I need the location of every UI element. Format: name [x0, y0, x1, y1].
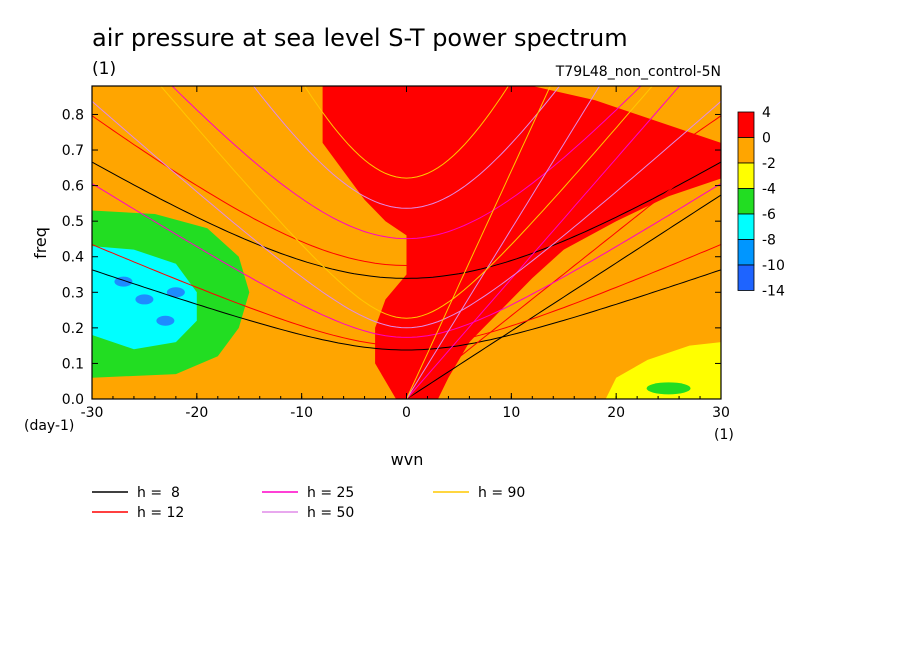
colorbar-swatch	[737, 213, 755, 240]
curve-h-8-n0	[92, 269, 721, 351]
colorbar-label: -10	[762, 258, 785, 274]
curve-h-25-kelvin	[406, 86, 681, 399]
colorbar-label: 0	[762, 131, 771, 147]
colorbar-label: -2	[762, 156, 776, 172]
region-blue-speckle	[166, 287, 185, 298]
y-tick-label: 0.5	[62, 214, 84, 230]
x-tick-label: -10	[290, 405, 313, 421]
colorbar-swatch	[737, 162, 755, 189]
chart-subtitle-right: T79L48_non_control-5N	[555, 64, 721, 80]
colorbar-swatch	[737, 264, 755, 291]
colorbar-label: 4	[762, 105, 771, 121]
chart-subtitle-left: (1)	[92, 59, 116, 79]
region-green-east-speckle	[646, 382, 691, 395]
x-tick-label: 0	[402, 405, 411, 421]
legend-label: h = 50	[307, 505, 354, 521]
colorbar-swatch	[737, 188, 755, 215]
y-tick-label: 0.6	[62, 179, 84, 195]
colorbar-label: -14	[762, 284, 785, 300]
colorbar-label: -6	[762, 207, 776, 223]
curve-h-90-n0	[160, 86, 653, 319]
colorbar-label: -4	[762, 182, 776, 198]
y-unit-label: (day-1)	[24, 418, 74, 434]
y-tick-label: 0.3	[62, 285, 84, 301]
y-tick-label: 0.1	[62, 356, 84, 372]
curve-h-50-kelvin	[406, 86, 601, 399]
plot-area	[92, 86, 721, 399]
curve-h-12-n0	[92, 244, 721, 347]
curve-h-25-n1	[171, 86, 642, 240]
chart-title: air pressure at sea level S-T power spec…	[92, 24, 628, 52]
legend-label: h = 90	[478, 485, 525, 501]
region-blue-speckle	[156, 315, 175, 326]
curve-h-12-kelvin	[406, 148, 721, 399]
colorbar-swatch	[737, 137, 755, 164]
legend-label: h = 12	[137, 505, 184, 521]
region-red-eastward-band	[322, 86, 721, 399]
y-tick-label: 0.4	[62, 250, 84, 266]
legend-label: h = 25	[307, 485, 354, 501]
colorbar-swatch	[737, 239, 755, 266]
region-yellow-east-low	[605, 342, 721, 399]
y-tick-label: 0.2	[62, 321, 84, 337]
curve-h-25-n0	[92, 183, 721, 338]
curve-h-12-n1	[92, 115, 721, 267]
curve-h-90-kelvin	[406, 86, 551, 399]
x-tick-label: -30	[81, 405, 104, 421]
legend-label: h = 8	[137, 485, 180, 501]
x-unit-label: (1)	[714, 427, 734, 443]
curve-h-50-n1	[252, 86, 561, 209]
colorbar-label: -8	[762, 233, 776, 249]
y-axis-label: freq	[31, 227, 50, 259]
curve-h-8-kelvin	[406, 194, 721, 399]
region-blue-speckle	[135, 294, 154, 305]
x-tick-label: 10	[502, 405, 520, 421]
y-tick-label: 0.7	[62, 143, 84, 159]
x-tick-label: -20	[185, 405, 208, 421]
curve-h-50-n0	[92, 100, 721, 329]
x-axis-label: wvn	[391, 450, 424, 469]
x-tick-label: 20	[607, 405, 625, 421]
curve-h-8-n1	[92, 161, 721, 279]
curve-h-90-n1	[304, 86, 509, 179]
x-tick-label: 30	[712, 405, 730, 421]
y-tick-label: 0.0	[62, 392, 84, 408]
colorbar-swatch	[737, 111, 755, 138]
y-tick-label: 0.8	[62, 107, 84, 123]
